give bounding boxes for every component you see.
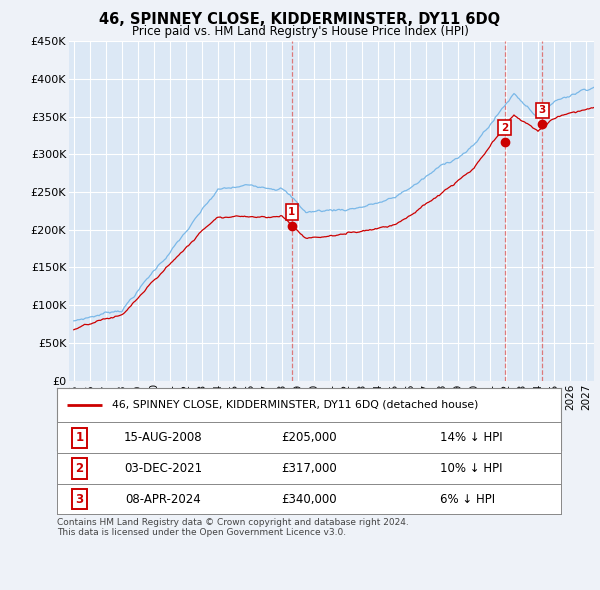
Text: 6% ↓ HPI: 6% ↓ HPI — [440, 493, 495, 506]
Text: 46, SPINNEY CLOSE, KIDDERMINSTER, DY11 6DQ: 46, SPINNEY CLOSE, KIDDERMINSTER, DY11 6… — [100, 12, 500, 27]
Text: 46, SPINNEY CLOSE, KIDDERMINSTER, DY11 6DQ (detached house): 46, SPINNEY CLOSE, KIDDERMINSTER, DY11 6… — [112, 400, 479, 410]
Text: 1: 1 — [288, 207, 295, 217]
Text: Price paid vs. HM Land Registry's House Price Index (HPI): Price paid vs. HM Land Registry's House … — [131, 25, 469, 38]
Bar — [542, 41, 594, 381]
Text: 03-DEC-2021: 03-DEC-2021 — [124, 462, 202, 475]
Text: 2: 2 — [501, 123, 508, 133]
Text: 3: 3 — [76, 493, 84, 506]
Text: 15-AUG-2008: 15-AUG-2008 — [124, 431, 202, 444]
Text: £205,000: £205,000 — [281, 431, 337, 444]
Text: 3: 3 — [539, 105, 546, 115]
Text: 10% ↓ HPI: 10% ↓ HPI — [440, 462, 503, 475]
Text: HPI: Average price, detached house, Wyre Forest: HPI: Average price, detached house, Wyre… — [112, 429, 380, 439]
Text: 14% ↓ HPI: 14% ↓ HPI — [440, 431, 503, 444]
Text: 1: 1 — [76, 431, 84, 444]
Bar — [542, 41, 594, 381]
Text: £340,000: £340,000 — [281, 493, 337, 506]
Text: Contains HM Land Registry data © Crown copyright and database right 2024.
This d: Contains HM Land Registry data © Crown c… — [57, 518, 409, 537]
Text: 08-APR-2024: 08-APR-2024 — [125, 493, 201, 506]
Text: 2: 2 — [76, 462, 84, 475]
Text: £317,000: £317,000 — [281, 462, 337, 475]
